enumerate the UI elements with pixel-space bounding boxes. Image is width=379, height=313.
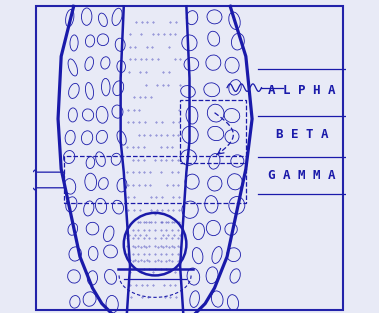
Bar <box>180 100 246 163</box>
FancyArrow shape <box>23 169 64 191</box>
Text: B E T A: B E T A <box>276 128 329 141</box>
Bar <box>64 156 246 203</box>
Text: G A M M A: G A M M A <box>268 169 336 182</box>
Text: A L P H A: A L P H A <box>268 84 336 97</box>
